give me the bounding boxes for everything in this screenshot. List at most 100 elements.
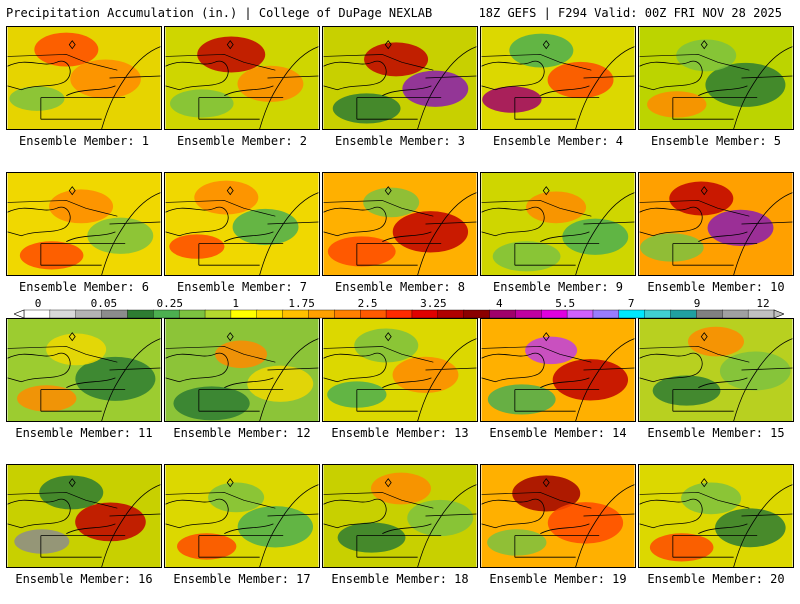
precip-map (638, 172, 794, 276)
ensemble-member-panel: Ensemble Member: 15 (638, 318, 794, 458)
great-lakes-outline (165, 352, 274, 389)
country-border-line (323, 200, 434, 217)
legend-tick-label: 3.25 (420, 297, 447, 310)
legend-color-segment (515, 309, 542, 319)
legend-color-segment (49, 309, 77, 319)
country-border-line (7, 346, 118, 363)
precip-contour (170, 89, 234, 118)
member-label: Ensemble Member: 18 (331, 572, 469, 586)
member-label: Ensemble Member: 17 (173, 572, 311, 586)
country-border-line (165, 54, 276, 71)
great-lakes-outline (639, 498, 748, 535)
station-marker-icon (384, 186, 392, 196)
great-lakes-outline (639, 352, 748, 389)
great-lakes-outline (323, 206, 432, 243)
precip-contour (19, 241, 84, 270)
state-border-lines (40, 46, 161, 129)
station-marker-icon (542, 40, 550, 50)
ensemble-member-panel: Ensemble Member: 6 (6, 172, 162, 312)
precip-contour (647, 91, 707, 118)
great-lakes-outline (481, 60, 590, 97)
color-legend-bar (13, 309, 785, 319)
precip-contour (652, 375, 721, 406)
precip-contour (402, 70, 469, 107)
legend-color-segment (178, 309, 206, 319)
station-marker-icon (384, 332, 392, 342)
station-marker-icon (226, 332, 234, 342)
legend-color-segment (541, 309, 568, 319)
precip-contour (552, 359, 629, 401)
precip-contour (327, 236, 396, 267)
legend-color-segment (334, 309, 361, 319)
member-label: Ensemble Member: 20 (647, 572, 785, 586)
ensemble-member-panel: Ensemble Member: 1 (6, 26, 162, 166)
legend-color-segment (230, 309, 258, 319)
legend-color-segment (489, 309, 517, 319)
station-marker-icon (542, 478, 550, 488)
color-legend: 0 0.05 0.25 1 1.75 2.5 3.25 4 5.5 7 9 12 (13, 297, 785, 319)
member-label: Ensemble Member: 7 (176, 280, 308, 294)
country-border-line (639, 200, 750, 217)
country-border-line (165, 346, 276, 363)
state-border-lines (40, 192, 161, 275)
precip-contour (9, 86, 65, 111)
ensemble-member-panel: Ensemble Member: 19 (480, 464, 636, 604)
station-marker-icon (226, 186, 234, 196)
precip-map (6, 26, 162, 130)
state-border-lines (356, 192, 477, 275)
legend-tick-label: 5.5 (555, 297, 576, 310)
precip-contour (173, 386, 250, 421)
state-border-lines (198, 192, 319, 275)
great-lakes-outline (481, 206, 590, 243)
country-border-line (323, 492, 434, 509)
precip-contour (87, 217, 154, 254)
precip-contour (337, 522, 406, 553)
precip-contour (509, 33, 574, 68)
member-label: Ensemble Member: 14 (489, 426, 627, 440)
precip-map (164, 318, 320, 422)
country-border-line (481, 346, 592, 363)
precip-map (6, 172, 162, 276)
precip-contour (194, 180, 259, 215)
legend-tick-label: 4 (496, 297, 503, 310)
precip-map (164, 464, 320, 568)
precip-map (322, 464, 478, 568)
member-label: Ensemble Member: 11 (15, 426, 153, 440)
country-border-line (481, 54, 592, 71)
country-border-line (481, 492, 592, 509)
great-lakes-outline (7, 206, 116, 243)
precip-contour (512, 475, 581, 512)
country-border-line (7, 200, 118, 217)
legend-tick-label: 0 (34, 297, 42, 310)
precip-contour (547, 61, 614, 99)
state-border-lines (198, 46, 319, 129)
legend-tick-label: 1 (232, 297, 240, 310)
run-valid-time: 18Z GEFS | F294 Valid: 00Z FRI NOV 28 20… (478, 6, 782, 20)
precip-contour (332, 93, 401, 124)
precip-contour (363, 187, 420, 218)
state-border-lines (672, 484, 793, 567)
precip-contour (487, 384, 556, 415)
member-label: Ensemble Member: 3 (334, 134, 466, 148)
state-border-lines (514, 484, 635, 567)
state-border-lines (40, 484, 161, 567)
ensemble-member-panel: Ensemble Member: 3 (322, 26, 478, 166)
precip-contour (526, 191, 587, 224)
ensemble-member-panel: Ensemble Member: 18 (322, 464, 478, 604)
great-lakes-outline (639, 206, 748, 243)
legend-color-segment (566, 309, 594, 319)
great-lakes-outline (323, 352, 432, 389)
precip-map (480, 318, 636, 422)
legend-color-segment (360, 309, 387, 319)
state-border-lines (672, 338, 793, 421)
country-border-line (7, 54, 118, 71)
precip-contour (354, 328, 419, 363)
country-border-line (7, 492, 118, 509)
legend-tick-label: 0.05 (90, 297, 118, 310)
station-marker-icon (384, 40, 392, 50)
great-lakes-outline (7, 60, 116, 97)
station-marker-icon (384, 478, 392, 488)
legend-color-segment (747, 309, 775, 319)
precip-map (322, 172, 478, 276)
station-marker-icon (226, 478, 234, 488)
